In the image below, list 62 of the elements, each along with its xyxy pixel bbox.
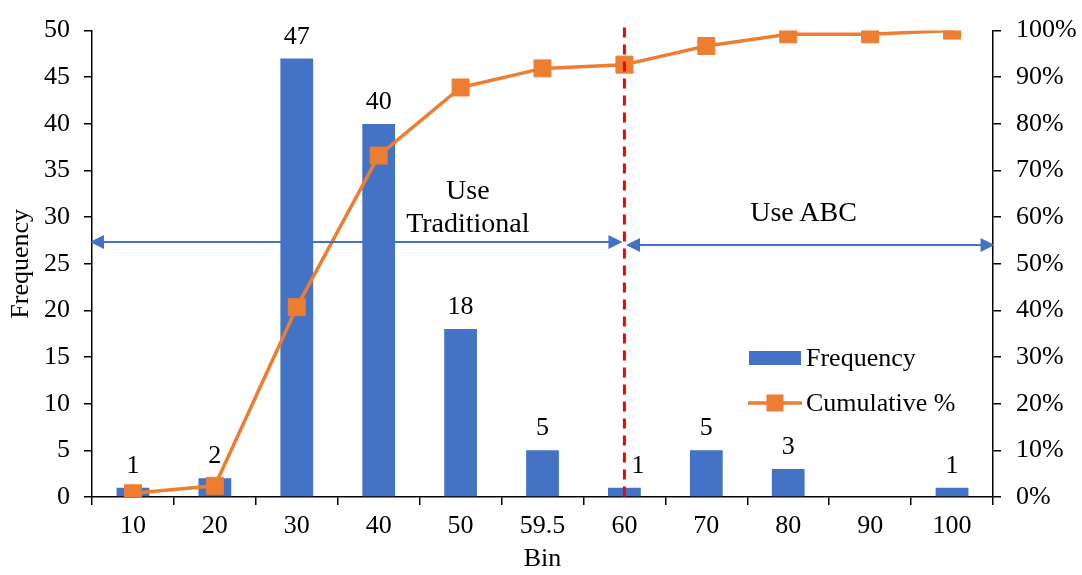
y-tick-label: 50 (44, 14, 70, 44)
x-tick-label: 50 (447, 510, 474, 540)
y2-tick-label: 40% (1016, 294, 1064, 324)
y-tick-label: 5 (57, 434, 70, 464)
bar (280, 58, 314, 497)
y-tick-label: 15 (44, 340, 70, 370)
y-tick-label: 35 (44, 154, 70, 184)
x-tick-label: 59.5 (519, 510, 566, 540)
y2-tick-label: 20% (1016, 387, 1064, 417)
bar (935, 487, 969, 497)
x-tick-label: 100 (932, 510, 972, 540)
point (697, 37, 716, 55)
y2-tick-label: 50% (1016, 247, 1064, 277)
y2-tick-label: 10% (1016, 434, 1064, 464)
x-tick-label: 10 (119, 510, 146, 540)
y-tick-label: 25 (44, 247, 70, 277)
data-label: 5 (699, 412, 713, 442)
point (451, 78, 470, 97)
y-tick-label: 30 (44, 200, 70, 230)
y2-tick-label: 70% (1016, 154, 1064, 184)
x-tick-label: 90 (857, 510, 884, 540)
y2-tick-label: 100% (1016, 14, 1077, 44)
y-tick-label: 0 (57, 480, 70, 510)
x-tick-label: 20 (201, 510, 228, 540)
annotation: Use ABC (749, 195, 858, 229)
data-label: 18 (447, 291, 474, 321)
point (205, 476, 224, 495)
legend-label: Frequency (806, 342, 916, 373)
y-tick-label: 40 (44, 107, 70, 137)
x-tick-label: 80 (775, 510, 802, 540)
bar (362, 123, 396, 497)
point (533, 59, 552, 78)
y-tick-label: 20 (44, 294, 70, 324)
point (369, 146, 388, 165)
y2-tick-label: 90% (1016, 61, 1064, 91)
data-label: 1 (126, 449, 140, 479)
y2-tick-label: 80% (1016, 107, 1064, 137)
data-label: 3 (781, 431, 795, 461)
point (287, 298, 306, 317)
bar (526, 450, 559, 497)
x-tick-label: 40 (365, 510, 392, 540)
bar (771, 469, 805, 497)
bar (689, 450, 723, 497)
y-axis-title: Frequency (5, 208, 35, 319)
x-tick-label: 60 (611, 510, 638, 540)
x-axis-title: Bin (523, 543, 562, 573)
data-label: 1 (945, 449, 959, 479)
data-label: 40 (365, 85, 392, 115)
y2-tick-label: 0% (1016, 480, 1051, 510)
data-label: 1 (631, 449, 645, 479)
data-label: 47 (283, 20, 310, 50)
y-tick-label: 10 (44, 387, 70, 417)
y2-tick-label: 30% (1016, 340, 1064, 370)
y2-tick-label: 60% (1016, 200, 1064, 230)
legend-label: Cumulative % (806, 387, 956, 418)
x-tick-label: 70 (693, 510, 720, 540)
y-tick-label: 45 (44, 61, 70, 91)
data-label: 2 (208, 440, 222, 470)
x-tick-label: 30 (283, 510, 310, 540)
bar (444, 329, 477, 497)
annotation: Use Traditional (405, 172, 531, 239)
data-label: 5 (536, 412, 549, 442)
